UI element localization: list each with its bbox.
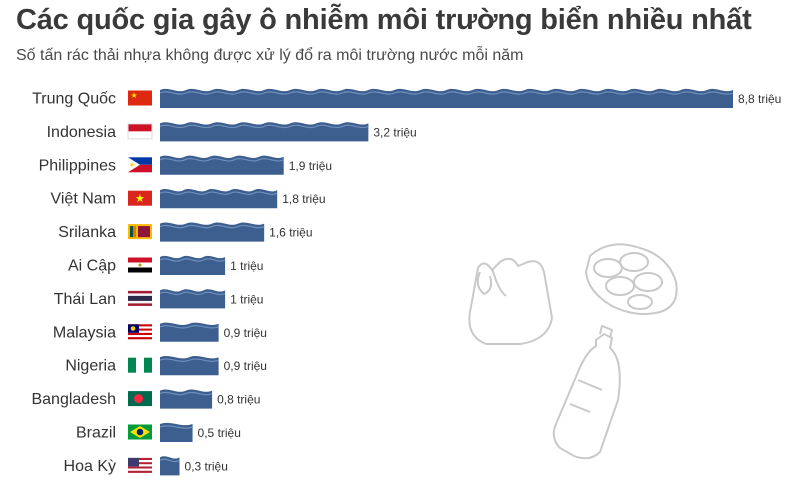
value-label: 1,9 triệu: [289, 159, 332, 173]
china-flag-icon: ★: [128, 90, 152, 106]
bar-wave-highlight: [159, 158, 284, 162]
chart-row: Việt Nam ★ 1,8 triệu: [50, 189, 326, 209]
philippines-flag-icon: [128, 157, 152, 173]
bar-wave-highlight: [159, 224, 265, 229]
value-label: 0,9 triệu: [224, 359, 267, 373]
bar: [160, 322, 219, 342]
egypt-flag-icon: [128, 257, 152, 273]
value-label: 3,2 triệu: [373, 125, 416, 139]
chart-row: Indonesia 3,2 triệu: [47, 122, 417, 142]
svg-text:★: ★: [131, 91, 138, 100]
chart-row: Brazil 0,5 triệu: [76, 422, 241, 442]
bar: [160, 255, 226, 275]
bar-wave-highlight: [159, 458, 180, 463]
bar-wave-highlight: [159, 191, 278, 195]
svg-text:★: ★: [135, 193, 145, 205]
chart-row: Trung Quốc ★ 8,8 triệu: [32, 88, 781, 108]
indonesia-flag-icon: [127, 123, 153, 140]
bar: [160, 289, 226, 309]
usa-flag-icon: [128, 457, 152, 473]
plastic-bottle-icon: [552, 324, 621, 460]
value-label: 0,9 triệu: [224, 326, 267, 340]
category-label: Việt Nam: [50, 191, 116, 208]
bangladesh-flag-icon: [128, 391, 152, 407]
chart-row: Ai Cập 1 triệu: [68, 255, 263, 275]
chart-row: Philippines 1,9 triệu: [39, 155, 332, 175]
plastic-bag-icon: [468, 257, 554, 345]
bar: [160, 389, 213, 409]
vietnam-flag-icon: ★: [128, 190, 152, 206]
category-label: Indonesia: [47, 124, 116, 141]
category-label: Thái Lan: [54, 291, 116, 308]
bar-wave-highlight: [159, 291, 226, 296]
bar: [160, 222, 265, 242]
bar-wave-highlight: [159, 425, 193, 429]
category-label: Bangladesh: [31, 391, 116, 408]
chart-row: Srilanka 1,6 triệu: [58, 222, 313, 242]
bar-wave-highlight: [159, 258, 226, 262]
chart-row: Hoa Kỳ 0,3 triệu: [64, 456, 228, 476]
category-label: Srilanka: [58, 224, 116, 241]
thailand-flag-icon: [128, 290, 152, 306]
chart-row: Thái Lan 1 triệu: [54, 289, 263, 309]
value-label: 1,6 triệu: [269, 226, 312, 240]
value-label: 1 triệu: [230, 259, 263, 273]
bar-wave-highlight: [159, 358, 219, 362]
chart-row: Nigeria 0,9 triệu: [65, 356, 267, 376]
bar-wave-highlight: [159, 325, 219, 329]
bar-wave-highlight: [159, 391, 213, 396]
value-label: 0,8 triệu: [217, 393, 260, 407]
category-label: Nigeria: [65, 358, 116, 375]
malaysia-flag-icon: [128, 324, 152, 340]
value-label: 8,8 triệu: [738, 92, 781, 106]
category-label: Ai Cập: [68, 258, 116, 275]
chart-row: Malaysia 0,9 triệu: [53, 322, 267, 342]
six-pack-rings-icon: [584, 243, 678, 315]
value-label: 1 triệu: [230, 292, 263, 306]
value-label: 0,5 triệu: [198, 426, 241, 440]
value-label: 0,3 triệu: [185, 459, 228, 473]
bar-wave-highlight: [159, 91, 734, 95]
srilanka-flag-icon: [128, 224, 152, 240]
category-label: Trung Quốc: [32, 91, 116, 108]
category-label: Brazil: [76, 425, 116, 442]
bar: [160, 88, 733, 108]
chart-row: Bangladesh 0,8 triệu: [31, 389, 260, 409]
category-label: Malaysia: [53, 324, 116, 341]
brazil-flag-icon: [128, 424, 152, 440]
value-label: 1,8 triệu: [282, 192, 325, 206]
chart-title: Các quốc gia gây ô nhiễm môi trường biển…: [16, 4, 752, 36]
bar: [160, 356, 219, 376]
nigeria-flag-icon: [128, 357, 152, 373]
bar-wave-highlight: [159, 124, 369, 129]
category-label: Philippines: [39, 157, 116, 174]
category-label: Hoa Kỳ: [64, 458, 116, 475]
plastic-waste-illustration: [468, 243, 678, 460]
chart-subtitle: Số tấn rác thải nhựa không được xử lý đổ…: [16, 47, 524, 64]
